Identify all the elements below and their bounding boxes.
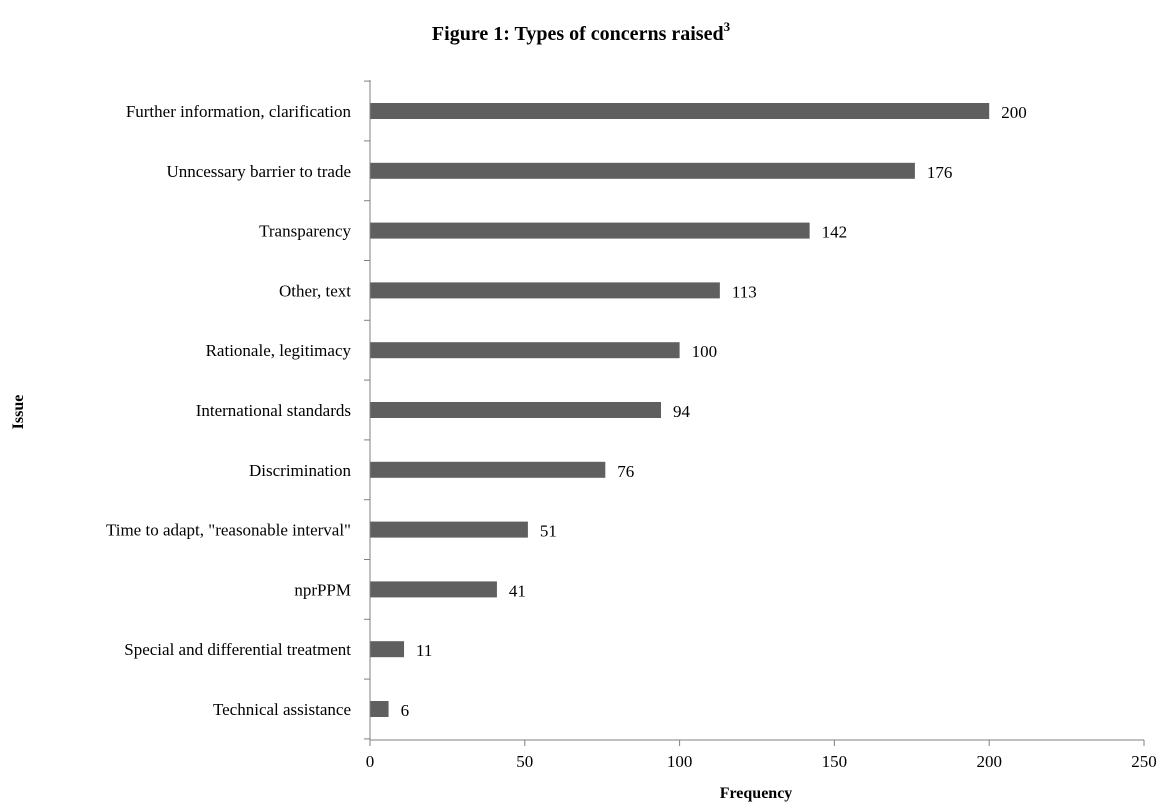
category-label: Technical assistance (213, 700, 351, 719)
bar (370, 581, 497, 598)
category-label: Special and differential treatment (124, 640, 351, 659)
category-label: International standards (196, 401, 351, 420)
data-label: 76 (617, 462, 634, 481)
category-label: nprPPM (294, 580, 351, 599)
bar (370, 282, 720, 299)
bar (370, 222, 810, 239)
data-label: 94 (673, 402, 691, 421)
data-label: 142 (822, 223, 848, 242)
bar (370, 402, 662, 418)
data-label: 176 (927, 163, 953, 182)
x-tick-label: 50 (516, 752, 533, 771)
data-label: 100 (692, 342, 718, 361)
data-label: 41 (509, 581, 526, 600)
data-label: 200 (1001, 103, 1026, 122)
bar (370, 641, 405, 658)
category-label: Time to adapt, "reasonable interval" (106, 521, 351, 540)
category-label: Rationale, legitimacy (206, 341, 352, 360)
category-label: Further information, clarification (126, 102, 352, 121)
bar (370, 521, 528, 538)
x-tick-label: 250 (1131, 752, 1157, 771)
data-label: 11 (416, 641, 432, 660)
plot-area: 0 50 100 150 200 250 Further information, clar… (106, 80, 1157, 771)
x-tick-label: 0 (366, 752, 375, 771)
bar (370, 701, 389, 717)
x-tick-label: 100 (667, 752, 693, 771)
data-label: 6 (401, 701, 410, 720)
bar (370, 162, 915, 179)
category-label: Transparency (259, 222, 351, 241)
category-label: Unncessary barrier to trade (166, 162, 351, 181)
x-axis-title: Frequency (720, 785, 793, 802)
bar (370, 461, 606, 478)
data-label: 113 (732, 282, 757, 301)
chart-title: Figure 1: Types of concerns raised3 (432, 19, 731, 45)
y-axis-title: Issue (10, 395, 27, 430)
category-label: Other, text (279, 281, 351, 300)
chart-title-superscript: 3 (724, 19, 731, 34)
bar (370, 342, 680, 359)
x-tick-label: 200 (976, 752, 1002, 771)
chart-title-text: Figure 1: Types of concerns raised (432, 23, 724, 45)
data-label: 51 (540, 522, 557, 541)
x-tick-label: 150 (822, 752, 848, 771)
bar (370, 103, 990, 119)
category-label: Discrimination (249, 461, 351, 480)
